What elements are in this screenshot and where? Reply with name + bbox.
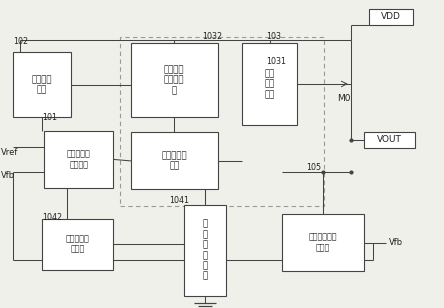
FancyBboxPatch shape xyxy=(242,43,297,125)
Text: 第二电路补
偿单元: 第二电路补 偿单元 xyxy=(66,234,90,254)
Text: 滤
波
电
容
单
元: 滤 波 电 容 单 元 xyxy=(203,220,208,281)
Text: 1031: 1031 xyxy=(266,57,286,66)
Text: 103: 103 xyxy=(266,32,281,41)
Text: VOUT: VOUT xyxy=(377,135,402,144)
FancyBboxPatch shape xyxy=(42,219,113,270)
Text: 分压负反馈环
路单元: 分压负反馈环 路单元 xyxy=(309,233,337,252)
Text: 偏置电路
单元: 偏置电路 单元 xyxy=(32,75,52,94)
Text: Vfb: Vfb xyxy=(388,238,403,247)
FancyBboxPatch shape xyxy=(184,205,226,296)
Text: 驱动
电路
单元: 驱动 电路 单元 xyxy=(265,69,275,99)
Text: 105: 105 xyxy=(306,163,321,172)
Text: 1041: 1041 xyxy=(169,196,189,205)
Text: 101: 101 xyxy=(42,113,57,122)
Text: 102: 102 xyxy=(13,37,28,46)
Text: 1042: 1042 xyxy=(42,213,62,222)
Text: 1032: 1032 xyxy=(202,32,222,41)
FancyBboxPatch shape xyxy=(131,43,218,117)
FancyBboxPatch shape xyxy=(131,132,218,189)
FancyBboxPatch shape xyxy=(13,52,71,117)
Text: 电流负反
馈环路单
元: 电流负反 馈环路单 元 xyxy=(164,65,185,95)
Text: 误差放大器
电路单元: 误差放大器 电路单元 xyxy=(67,150,91,169)
Text: 源极跟随器
单元: 源极跟随器 单元 xyxy=(162,151,187,171)
Text: M0: M0 xyxy=(337,94,351,103)
Text: VDD: VDD xyxy=(381,12,400,21)
FancyBboxPatch shape xyxy=(364,132,415,148)
FancyBboxPatch shape xyxy=(282,214,364,271)
FancyBboxPatch shape xyxy=(44,131,113,188)
Text: Vref: Vref xyxy=(1,148,18,157)
Text: Vfb: Vfb xyxy=(1,171,15,180)
FancyBboxPatch shape xyxy=(369,9,413,25)
